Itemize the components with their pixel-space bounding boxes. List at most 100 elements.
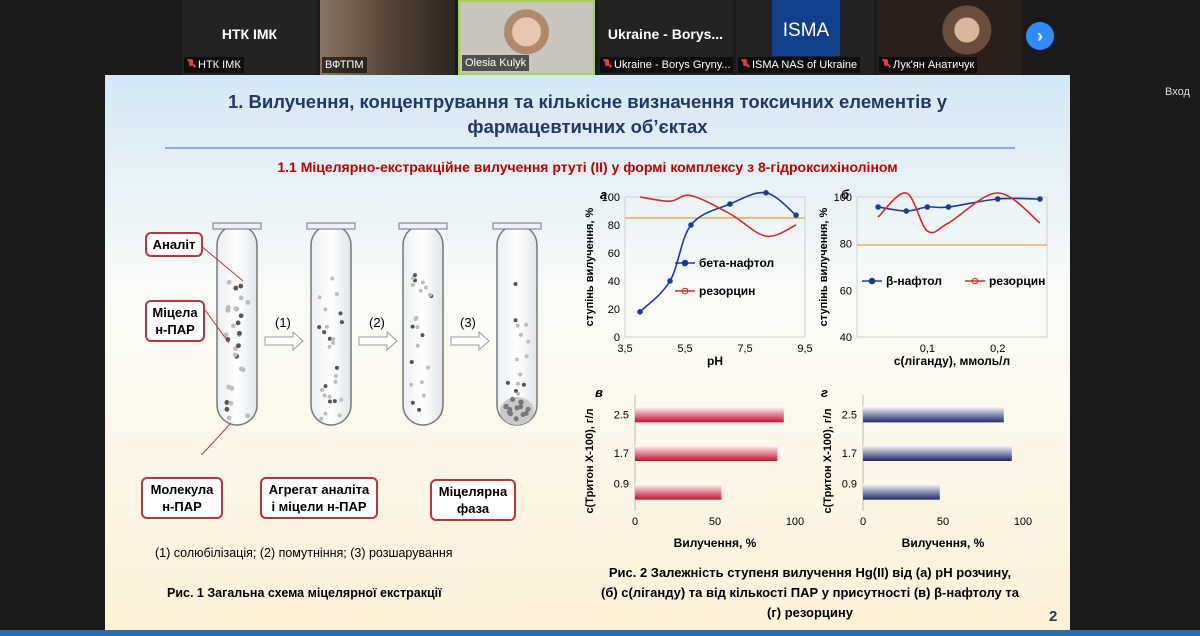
x-axis-label: c(ліганду), ммоль/л <box>894 354 1010 368</box>
particle <box>233 306 239 312</box>
data-point <box>945 204 952 210</box>
particle <box>516 391 521 396</box>
particle <box>324 324 329 329</box>
particle <box>513 416 519 422</box>
particle <box>245 413 250 419</box>
particle <box>521 382 526 387</box>
legend-marker <box>971 277 979 285</box>
particle <box>224 400 230 405</box>
x-tick-label: 3,5 <box>617 343 632 355</box>
category-label: 2.5 <box>842 409 857 421</box>
panel-label: в <box>595 385 603 400</box>
category-label: 1.7 <box>614 448 629 460</box>
participant-tile-active[interactable]: Olesia Kulyk <box>458 0 595 75</box>
slide-title: 1. Вилучення, концентрування та кількісн… <box>227 91 948 137</box>
data-point <box>667 278 673 284</box>
step-label-2: (2) <box>369 315 385 330</box>
particle <box>333 379 338 384</box>
particle <box>339 320 344 325</box>
particle <box>331 336 336 341</box>
series-line <box>639 194 797 238</box>
particle <box>420 333 425 338</box>
isma-logo: ISMA <box>772 0 840 56</box>
series-line <box>639 191 797 313</box>
particle <box>327 394 332 399</box>
data-point <box>903 208 910 214</box>
particle <box>226 415 232 421</box>
particle <box>508 411 514 417</box>
particle <box>232 352 238 358</box>
mic-muted-icon <box>741 59 749 69</box>
particle <box>322 393 327 398</box>
particle <box>503 404 509 410</box>
y-axis-label: ступінь вилучення, % <box>818 207 830 326</box>
bar <box>863 406 1004 423</box>
particle <box>223 332 229 338</box>
particle <box>319 416 324 421</box>
particle <box>409 382 414 387</box>
particle <box>228 400 234 406</box>
particle <box>514 405 520 411</box>
particle <box>505 380 510 385</box>
steps-caption: (1) солюбілізація; (2) помутніння; (3) р… <box>155 546 453 560</box>
category-label: 0.9 <box>614 479 629 491</box>
legend-marker <box>868 277 876 285</box>
shared-slide: 1. Вилучення, концентрування та кількісн… <box>105 75 1070 630</box>
particle <box>427 292 432 297</box>
particle <box>515 381 520 386</box>
plot-area <box>856 196 1048 338</box>
particle <box>238 295 244 301</box>
participant-name-large: НТК ІМК <box>221 26 278 42</box>
particle <box>421 393 426 398</box>
x-tick-label: 100 <box>786 516 804 528</box>
particle <box>333 374 338 379</box>
y-axis-label: ступінь вилучення, % <box>584 207 596 326</box>
particle <box>526 339 531 344</box>
series-line <box>877 192 1041 234</box>
login-label[interactable]: Вход <box>1165 86 1190 98</box>
particle <box>518 372 523 377</box>
category-label: 1.7 <box>842 448 857 460</box>
x-tick-label: 50 <box>709 516 721 528</box>
x-tick-label: 9,5 <box>797 343 812 355</box>
bar <box>863 445 1012 461</box>
particle <box>426 365 431 370</box>
legend-marker <box>681 287 689 295</box>
chart-surfactant-beta-naphthol: в 2.5 1.7 0.9 0 50 100 Вилучення, % c(Тритон Х-1… <box>584 385 804 550</box>
participant-tile[interactable]: ВФТПМ <box>320 0 455 75</box>
mic-muted-icon <box>603 59 611 69</box>
step-arrows <box>264 330 490 352</box>
participant-tile[interactable]: ISMA ISMA NAS of Ukraine <box>736 0 874 75</box>
particle <box>514 357 519 362</box>
particle <box>525 406 531 412</box>
panel-label: б <box>841 187 850 202</box>
panel-label: г <box>821 385 828 400</box>
participant-name-large: Ukraine - Borys... <box>607 26 724 42</box>
next-participants-button[interactable]: › <box>1026 22 1054 50</box>
participant-tile[interactable]: Ukraine - Borys... Ukraine - Borys Gryny… <box>598 0 733 75</box>
particle <box>225 305 231 310</box>
x-tick-label: 5,5 <box>677 343 692 355</box>
y-tick-label: 80 <box>608 220 620 232</box>
data-point <box>763 190 769 196</box>
test-tube-2 <box>306 222 356 426</box>
particle <box>231 323 236 329</box>
participant-label: ISMA NAS of Ukraine <box>738 57 861 73</box>
particle <box>323 307 328 312</box>
particle <box>317 295 322 300</box>
particle <box>337 413 342 418</box>
slide-subtitle: 1.1 Міцелярно-екстракційне вилучення рту… <box>277 159 898 175</box>
x-axis-label: Вилучення, % <box>902 536 985 550</box>
pointer-lines <box>199 244 244 455</box>
participant-tile[interactable]: НТК ІМК НТК ІМК <box>182 0 317 75</box>
participant-tile[interactable]: Лук'ян Анатичук <box>877 0 1022 75</box>
data-point <box>994 196 1001 202</box>
data-point <box>875 204 881 210</box>
participant-label: Ukraine - Borys Gryny... <box>600 57 733 73</box>
y-tick-label: 40 <box>608 276 620 288</box>
bar <box>863 483 940 500</box>
x-tick-label: 50 <box>937 516 949 528</box>
mic-muted-icon <box>882 59 890 69</box>
extraction-scheme: (1) (2) (3) <box>199 222 542 455</box>
particle <box>515 323 520 328</box>
